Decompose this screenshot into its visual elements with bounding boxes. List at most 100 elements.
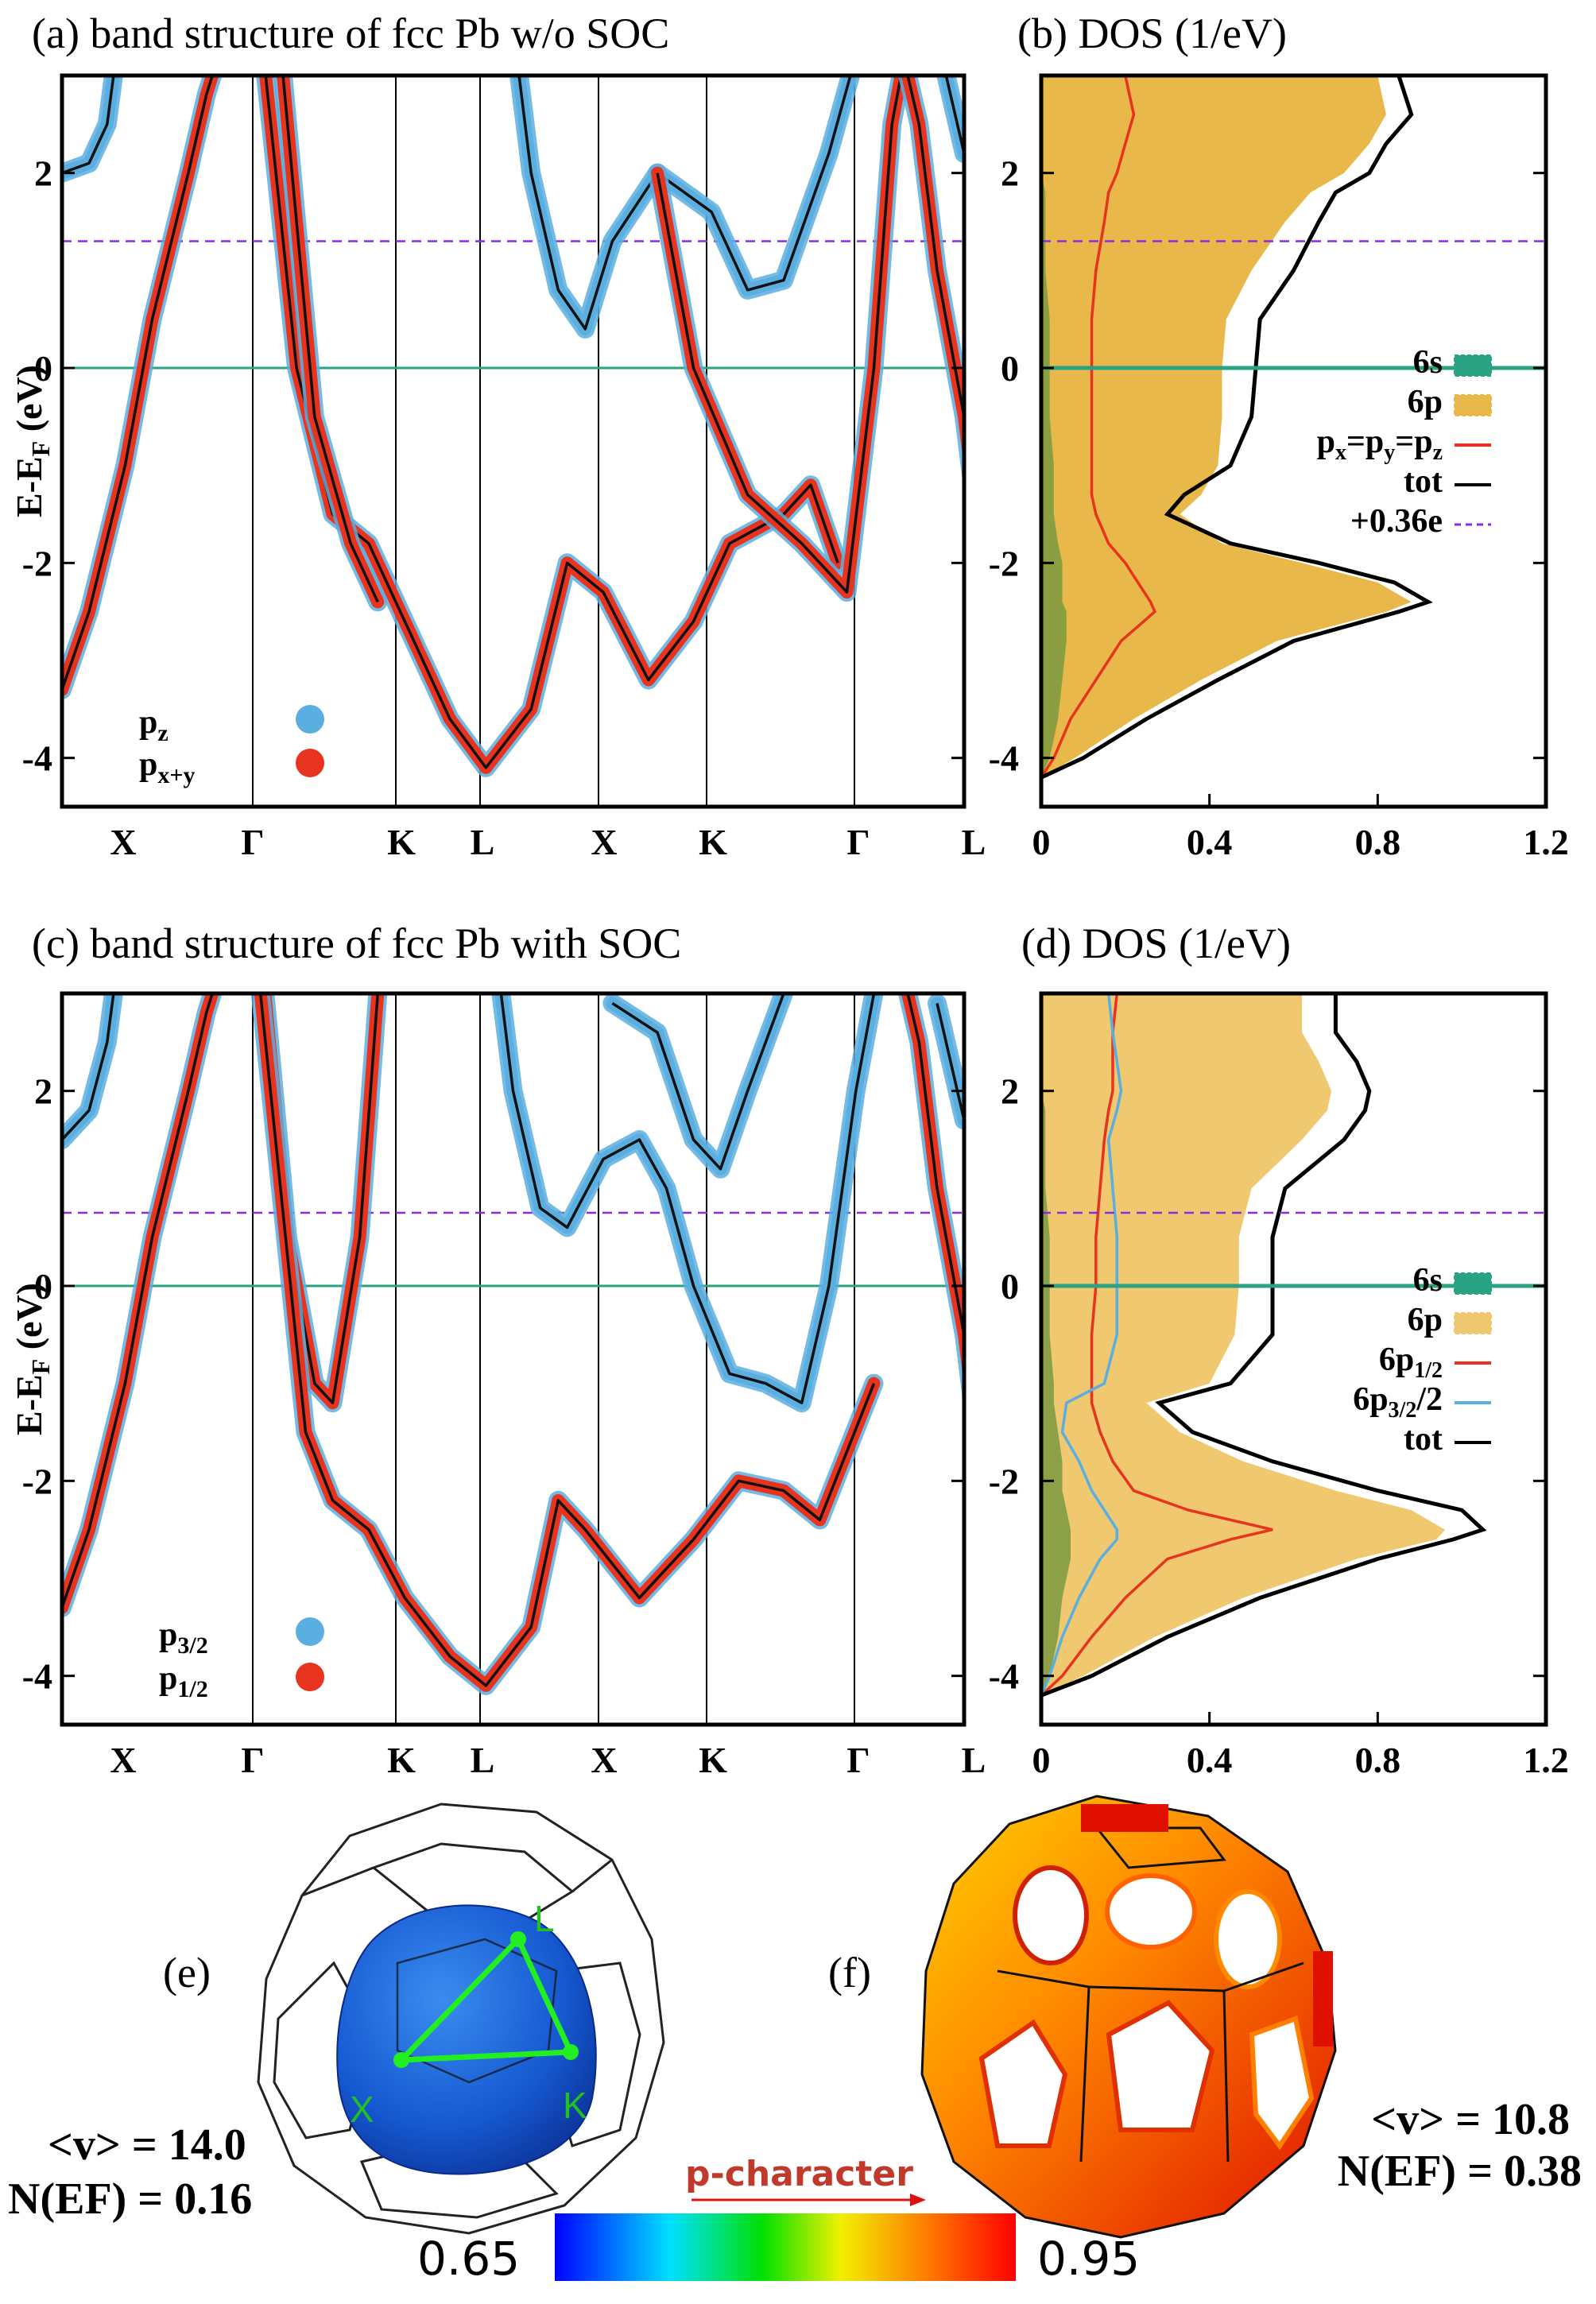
kpoint-label-6: Γ [846,822,870,862]
dos-xtick-label: 0.4 [1187,1740,1233,1780]
dos-line-pxyz [1041,76,1157,779]
kpoint-label-0: X [110,1740,136,1780]
ytick-label: -4 [22,1656,52,1697]
band-line-1 [62,993,115,1141]
fs-hole-3 [1214,1889,1282,1989]
ytick-label: -2 [22,1461,52,1501]
fermi-surface-f [920,1795,1337,2239]
dos-legend-swatch-0 [1454,354,1492,377]
ytick-label: -2 [22,543,52,583]
kpoint-label-5: K [699,1740,727,1780]
fs-face-top [1081,1804,1168,1832]
fermi-surface-panel-f: (f) <v> = 10.8 N(EF) = 0.38 [828,1795,1582,2239]
band-structure-panel-a: (a) band structure of fcc Pb w/o SOC E-E… [9,10,986,862]
fs-hole-4 [978,2019,1068,2148]
dos-ytick-label: -2 [989,543,1019,583]
dos-legend-label-4: tot [1404,1421,1443,1458]
velocity-e: <v> = 14.0 [48,2120,246,2170]
dos-xtick-label: 0.4 [1187,822,1233,862]
dos-legend-label-4: +0.36e [1350,503,1443,540]
dos-area-6p [1041,993,1445,1696]
panel-a-ylabel: E-EF (eV) [9,365,55,517]
x-point-marker [393,2052,409,2068]
fat-band-1 [62,993,120,1146]
legend-pxy-label: px+y [139,746,195,788]
fat-band-6 [901,76,964,469]
dos-xtick-label: 0 [1032,1740,1051,1780]
panel-a-frame [60,73,967,809]
band-line-7 [936,1002,964,1121]
panel-b-frame [1039,73,1548,809]
legend-pz-label: pz [139,704,169,746]
dos-ytick-label: 0 [1001,1266,1019,1307]
kpoint-label-1: Γ [241,1740,264,1780]
colorbar-min: 0.65 [417,2232,520,2286]
bz-label-l: L [534,1898,555,1939]
ytick-label: 0 [34,348,52,389]
dos-legend-label-1: 6p [1408,1302,1443,1338]
dos-area-6p [1041,76,1412,778]
dos-ytick-label: 0 [1001,348,1019,389]
ytick-label: -4 [22,738,52,779]
fs-hole-6 [1249,2015,1315,2151]
dos-legend-label-2: 6p1/2 [1379,1342,1443,1383]
high-symmetry-path [393,1931,579,2068]
dos-xtick-label: 0 [1032,822,1051,862]
colorbar-title: p-character [685,2154,913,2194]
panel-c-ylabel: E-EF (eV) [9,1283,55,1435]
kpoint-label-3: L [471,822,495,862]
ytick-label: 2 [34,153,52,194]
band-line-3 [281,76,379,603]
fat-band-0 [62,76,219,696]
kpoint-label-2: K [387,1740,416,1780]
colorbar-max: 0.95 [1037,2232,1140,2286]
bz-label-x: X [350,2089,374,2130]
fat-band-2 [259,76,845,774]
dos-ef-f: N(EF) = 0.38 [1338,2147,1582,2196]
panel-c-frame [60,991,967,1727]
fs-hole-5 [1106,2000,1215,2132]
panel-e-label: (e) [163,1949,211,1996]
ytick-label: 0 [34,1266,52,1307]
velocity-f: <v> = 10.8 [1371,2095,1570,2144]
kpoint-label-7: L [962,1740,986,1780]
dos-xtick-label: 1.2 [1523,1740,1569,1780]
band-line-6 [906,993,964,1346]
ytick-label: 2 [34,1071,52,1112]
dos-line-p12 [1041,993,1273,1697]
band-structure-panel-c: (c) band structure of fcc Pb with SOC E-… [9,920,986,1780]
kpoint-label-4: X [591,1740,617,1780]
p-character-colorbar: p-character 0.65 0.95 [417,2154,1140,2286]
dos-line-tot [1041,76,1433,780]
dos-legend-label-0: 6s [1413,344,1443,381]
dos-xtick-label: 0.8 [1355,822,1401,862]
fs-face-right [1313,1951,1333,2046]
kpoint-label-5: K [699,822,727,862]
dos-line-p32 [1041,993,1123,1696]
dos-ytick-label: -4 [989,738,1019,779]
dos-ytick-label: 2 [1001,153,1019,194]
legend-p32-marker [296,1617,324,1646]
dos-legend-label-1: 6p [1408,384,1443,420]
band-line-6 [906,76,964,428]
band-line-5 [656,76,903,594]
kpoint-label-7: L [962,822,986,862]
l-point-marker [510,1931,526,1947]
band-line-0 [62,993,214,1609]
fermi-surface-panel-e: (e) L X K <v> = 14.0 N(EF) = 0.16 [8,1803,665,2235]
dos-legend-label-3: 6p3/2/2 [1353,1381,1443,1423]
dos-xtick-label: 0.8 [1355,1740,1401,1780]
band-line-4 [499,993,876,1404]
dos-legend-swatch-1 [1454,1312,1492,1334]
colorbar-gradient [555,2213,1016,2281]
dos-area-6s [1041,993,1071,1696]
fs-hole-1 [1013,1865,1089,1965]
fs-hole-2 [1105,1873,1197,1950]
legend-p32-label: p3/2 [159,1617,208,1659]
panel-d-frame [1039,991,1548,1727]
kpoint-label-4: X [591,822,617,862]
legend-p12-marker [296,1663,324,1691]
